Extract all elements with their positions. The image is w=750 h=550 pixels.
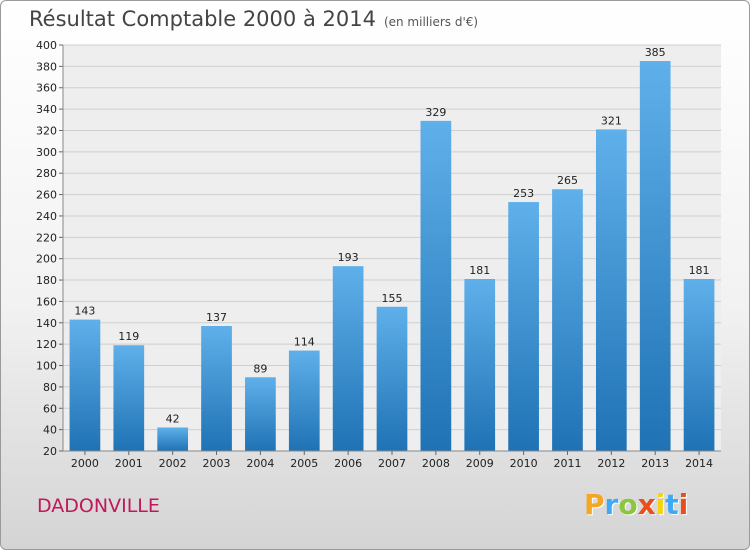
value-label-2001: 119 (118, 330, 139, 343)
chart-title-text: Résultat Comptable 2000 à 2014 (29, 7, 376, 31)
value-label-2011: 265 (557, 174, 578, 187)
x-tick-label-2001: 2001 (115, 457, 143, 470)
y-tick-label: 200 (36, 253, 57, 266)
y-axis: 20 40 60 80 100 120 140 160 180 200 220 240 260 280 30… (36, 39, 64, 458)
y-tick-label: 340 (36, 103, 57, 116)
x-tick-label-2002: 2002 (159, 457, 187, 470)
bar-2009 (464, 278, 496, 451)
logo-letter: r (604, 488, 619, 521)
y-tick-label: 160 (36, 295, 57, 308)
bar-2002 (157, 427, 189, 451)
x-tick-label-2008: 2008 (422, 457, 450, 470)
x-tick-label-2010: 2010 (510, 457, 538, 470)
y-tick-label: 140 (36, 317, 57, 330)
bar-2008 (420, 120, 452, 451)
y-tick-label: 220 (36, 231, 57, 244)
x-tick-label-2014: 2014 (685, 457, 713, 470)
bar-2006 (332, 266, 364, 451)
bar-2011 (552, 189, 583, 451)
value-label-2004: 89 (253, 362, 267, 375)
bars: 143 119 42 137 89 114 193 155 329 181 253 265 321 385… (69, 46, 715, 452)
y-tick-label: 280 (36, 167, 57, 180)
y-tick-label: 180 (36, 274, 57, 287)
bar-2014 (683, 278, 715, 451)
y-tick-label: 300 (36, 146, 57, 159)
value-label-2008: 329 (425, 106, 446, 119)
bar-2005 (288, 350, 320, 451)
value-label-2009: 181 (469, 264, 490, 277)
value-label-2002: 42 (166, 412, 180, 425)
bar-2010 (508, 202, 539, 451)
x-tick-label-2005: 2005 (290, 457, 318, 470)
city-name: DADONVILLE (37, 495, 160, 517)
bar-2001 (113, 345, 145, 451)
x-tick-label-2007: 2007 (378, 457, 406, 470)
proxiti-logo: Proxiti (584, 488, 688, 521)
bar-2007 (376, 306, 408, 451)
y-tick-label: 100 (36, 360, 57, 373)
y-tick-label: 20 (43, 445, 57, 458)
value-label-2014: 181 (689, 264, 710, 277)
logo-letter: t (665, 488, 679, 521)
bar-2013 (639, 61, 671, 452)
y-tick-label: 120 (36, 338, 57, 351)
y-tick-label: 60 (43, 402, 57, 415)
y-tick-label: 80 (43, 381, 57, 394)
value-label-2007: 155 (382, 292, 403, 305)
x-tick-label-2000: 2000 (71, 457, 99, 470)
x-tick-label-2011: 2011 (553, 457, 581, 470)
logo-letter: o (618, 488, 638, 521)
value-label-2003: 137 (206, 311, 227, 324)
logo-letter: i (655, 488, 666, 521)
x-tick-label-2013: 2013 (641, 457, 669, 470)
value-label-2013: 385 (645, 46, 666, 59)
value-label-2000: 143 (74, 305, 95, 318)
x-tick-label-2009: 2009 (466, 457, 494, 470)
bar-2012 (595, 129, 627, 451)
y-tick-label: 360 (36, 82, 57, 95)
x-tick-label-2004: 2004 (246, 457, 274, 470)
logo-letter: i (678, 488, 689, 521)
y-tick-label: 380 (36, 60, 57, 73)
chart-title: Résultat Comptable 2000 à 2014 (en millie… (29, 7, 478, 31)
x-tick-label-2012: 2012 (597, 457, 625, 470)
x-axis: 2000 2001 2002 2003 2004 2005 2006 2007 2008 2009… (63, 450, 721, 470)
y-tick-label: 260 (36, 189, 57, 202)
y-tick-label: 320 (36, 124, 57, 137)
bar-2000 (69, 319, 101, 451)
value-label-2010: 253 (513, 187, 534, 200)
chart-unit: (en milliers d'€) (383, 15, 479, 29)
y-tick-label: 40 (43, 424, 57, 437)
value-label-2005: 114 (294, 336, 315, 349)
value-label-2006: 193 (338, 251, 359, 264)
logo-letter: P (584, 488, 605, 521)
bar-2003 (201, 325, 232, 451)
logo-letter: x (637, 488, 656, 521)
x-tick-label-2003: 2003 (203, 457, 231, 470)
bar-2004 (245, 377, 276, 451)
y-tick-label: 400 (36, 39, 57, 52)
y-tick-label: 240 (36, 210, 57, 223)
x-tick-label-2006: 2006 (334, 457, 362, 470)
value-label-2012: 321 (601, 114, 622, 127)
